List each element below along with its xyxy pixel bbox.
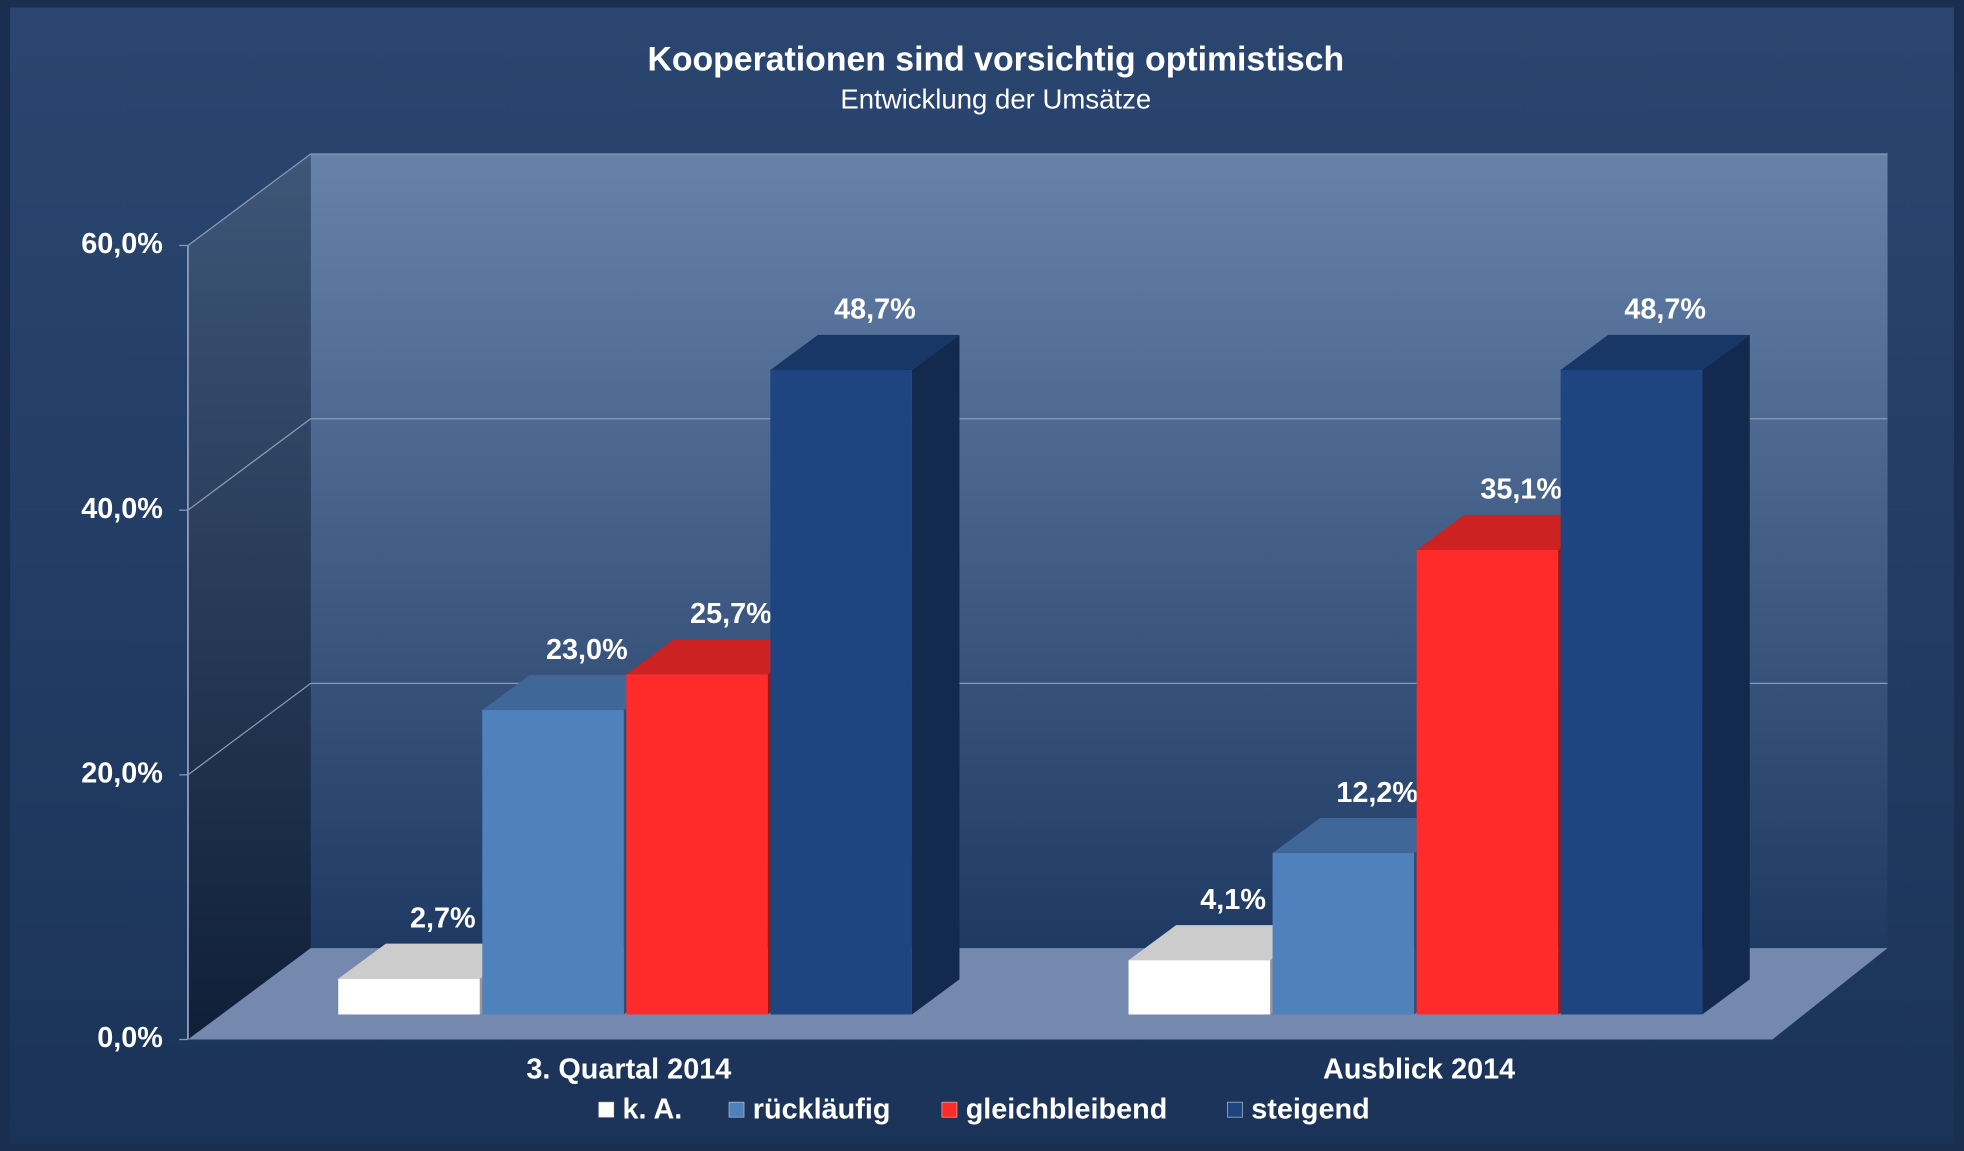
chart-subtitle: Entwicklung der Umsätze <box>840 84 1151 115</box>
bar-top <box>1560 334 1750 370</box>
bar-side <box>1702 334 1750 1015</box>
y-tick-label: 60,0% <box>81 228 163 260</box>
y-tick-label: 0,0% <box>97 1022 163 1054</box>
data-label: 12,2% <box>1336 777 1418 809</box>
y-tick-label: 20,0% <box>81 757 163 789</box>
bar <box>482 710 624 1015</box>
legend-swatch <box>941 1101 958 1118</box>
bar-top <box>626 639 816 675</box>
legend-label: rückläufig <box>753 1094 891 1126</box>
legend-label: steigend <box>1251 1094 1369 1126</box>
legend-label: k. A. <box>623 1094 683 1126</box>
bar-top <box>1416 514 1606 550</box>
x-tick-label: 3. Quartal 2014 <box>526 1053 731 1085</box>
bar-top <box>1128 925 1318 961</box>
legend-swatch <box>728 1101 745 1118</box>
data-label: 25,7% <box>690 598 772 630</box>
bar-top <box>770 334 960 370</box>
data-label: 35,1% <box>1480 474 1562 506</box>
grid-line <box>187 153 312 246</box>
grid-line <box>187 682 312 776</box>
grid-line <box>187 418 312 511</box>
bar <box>1560 369 1703 1015</box>
bar <box>1128 960 1271 1015</box>
y-tick-label: 40,0% <box>81 493 163 525</box>
data-label: 2,7% <box>410 902 476 934</box>
bar-side <box>911 334 960 1015</box>
bar-top <box>1272 817 1462 854</box>
bar <box>1272 853 1415 1015</box>
bar <box>1416 549 1559 1015</box>
data-label: 23,0% <box>546 634 628 666</box>
x-tick-label: Ausblick 2014 <box>1323 1053 1515 1085</box>
bar-top <box>338 943 528 979</box>
chart-title: Kooperationen sind vorsichtig optimistis… <box>647 40 1344 78</box>
bar <box>770 369 912 1015</box>
bar <box>626 674 768 1015</box>
data-label: 48,7% <box>1624 294 1706 326</box>
side-wall <box>187 154 311 1040</box>
data-label: 4,1% <box>1200 884 1266 916</box>
bar <box>338 978 480 1015</box>
legend-swatch <box>1227 1101 1243 1118</box>
bar-top <box>482 675 672 711</box>
data-label: 48,7% <box>834 294 916 326</box>
legend-swatch <box>598 1101 615 1118</box>
legend-label: gleichbleibend <box>966 1094 1168 1126</box>
